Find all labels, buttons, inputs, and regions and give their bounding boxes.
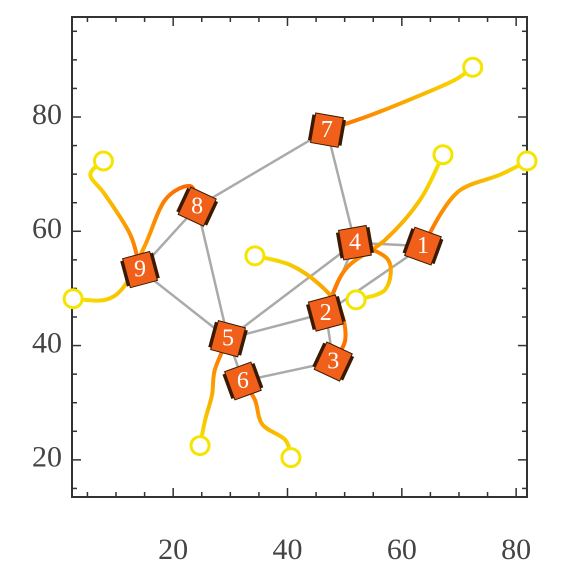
- robot: [307, 112, 346, 148]
- y-tick-label: 60: [32, 212, 62, 245]
- trajectory: [324, 65, 475, 133]
- edge: [325, 129, 357, 244]
- edge: [196, 129, 328, 208]
- trajectory: [198, 336, 231, 448]
- robot-label: 2: [320, 300, 332, 326]
- start-point: [92, 150, 114, 172]
- trajectory: [88, 159, 143, 272]
- robot-label: 6: [237, 368, 249, 394]
- robot-body: [307, 294, 344, 332]
- robot-body: [309, 112, 344, 148]
- robot-body: [223, 361, 262, 401]
- start-point: [516, 150, 538, 172]
- start-point: [189, 435, 211, 457]
- y-tick-label: 20: [32, 441, 62, 474]
- x-tick-label: 60: [387, 533, 417, 566]
- robot: [402, 226, 444, 266]
- robot-label: 5: [222, 326, 234, 352]
- robot-body: [122, 250, 159, 289]
- robot-label: 9: [134, 257, 146, 283]
- robot: [335, 224, 374, 261]
- robot-label: 3: [327, 349, 339, 375]
- trajectory: [420, 159, 529, 249]
- robot-label: 1: [417, 233, 429, 259]
- robot-body: [177, 186, 217, 227]
- robot: [120, 250, 160, 289]
- edge: [325, 245, 424, 315]
- robot-body: [210, 319, 247, 358]
- start-point: [345, 289, 367, 311]
- y-tick-label: 80: [32, 98, 62, 131]
- robot: [312, 341, 355, 382]
- robot-body: [313, 341, 353, 382]
- edge: [227, 241, 356, 340]
- robot-body: [337, 224, 372, 261]
- robot-label: 8: [191, 194, 203, 220]
- x-tick-label: 80: [501, 533, 531, 566]
- x-tick-label: 20: [158, 533, 188, 566]
- robot-label: 7: [321, 117, 333, 143]
- x-tick-label: 40: [272, 533, 302, 566]
- trajectory: [71, 184, 200, 303]
- start-point: [62, 288, 84, 310]
- robot: [176, 186, 219, 227]
- edge: [195, 206, 230, 339]
- y-tick-label: 40: [32, 326, 62, 359]
- robot: [306, 294, 346, 332]
- trajectory: [323, 152, 445, 315]
- robot: [222, 361, 264, 401]
- start-point: [462, 56, 484, 78]
- robot-label: 4: [349, 230, 361, 256]
- robot: [208, 319, 248, 358]
- start-point: [280, 447, 302, 469]
- robot-body: [404, 226, 442, 266]
- start-point: [244, 245, 266, 267]
- start-point: [432, 144, 454, 166]
